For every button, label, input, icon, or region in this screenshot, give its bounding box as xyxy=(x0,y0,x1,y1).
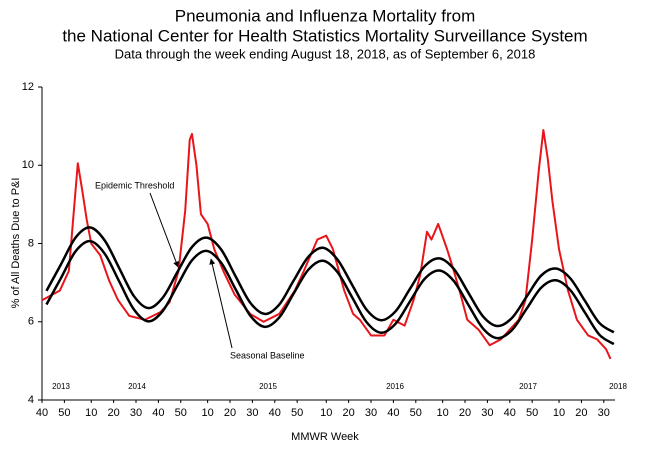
x-tick-label: 50 xyxy=(291,407,303,419)
x-tick-label: 10 xyxy=(202,407,214,419)
y-tick-label: 10 xyxy=(22,159,34,171)
x-tick-label: 10 xyxy=(437,407,449,419)
x-tick-label: 20 xyxy=(459,407,471,419)
x-tick-label: 40 xyxy=(504,407,516,419)
x-tick-label: 20 xyxy=(108,407,120,419)
data-line xyxy=(45,226,615,334)
x-tick-label: 40 xyxy=(387,407,399,419)
year-label: 2014 xyxy=(128,382,146,391)
x-tick-label: 50 xyxy=(58,407,70,419)
year-label: 2017 xyxy=(519,382,537,391)
x-tick-label: 20 xyxy=(224,407,236,419)
plot-area xyxy=(41,129,615,360)
x-tick-label: 30 xyxy=(598,407,610,419)
year-label: 2013 xyxy=(52,382,70,391)
y-tick-label: 12 xyxy=(22,81,34,93)
x-tick-label: 50 xyxy=(410,407,422,419)
y-axis-label: % of All Deaths Due to P&I xyxy=(10,178,22,309)
x-tick-label: 10 xyxy=(85,407,97,419)
x-tick-label: 30 xyxy=(365,407,377,419)
year-label: 2018 xyxy=(609,382,627,391)
data-line xyxy=(45,239,615,346)
x-tick-label: 50 xyxy=(526,407,538,419)
y-tick-label: 8 xyxy=(28,237,34,249)
year-label: 2015 xyxy=(259,382,277,391)
x-tick-label: 20 xyxy=(343,407,355,419)
annotation-arrow xyxy=(149,192,179,268)
x-tick-label: 40 xyxy=(269,407,281,419)
annotation: Epidemic Threshold xyxy=(95,180,174,190)
year-label: 2016 xyxy=(386,382,404,391)
chart-title: the National Center for Health Statistic… xyxy=(62,26,587,45)
annotation: Seasonal Baseline xyxy=(230,350,305,360)
chart-title: Pneumonia and Influenza Mortality from xyxy=(175,6,476,25)
x-tick-label: 30 xyxy=(246,407,258,419)
x-tick-label: 10 xyxy=(320,407,332,419)
x-axis-label: MMWR Week xyxy=(291,431,359,443)
x-tick-label: 10 xyxy=(553,407,565,419)
chart-subtitle: Data through the week ending August 18, … xyxy=(115,46,536,61)
x-tick-label: 40 xyxy=(36,407,48,419)
x-tick-label: 40 xyxy=(152,407,164,419)
x-tick-label: 20 xyxy=(575,407,587,419)
x-tick-label: 50 xyxy=(175,407,187,419)
x-tick-label: 30 xyxy=(130,407,142,419)
data-line xyxy=(41,129,612,360)
y-tick-label: 4 xyxy=(28,394,34,406)
x-tick-label: 30 xyxy=(481,407,493,419)
y-tick-label: 6 xyxy=(28,316,34,328)
annotation-arrow xyxy=(209,258,233,349)
